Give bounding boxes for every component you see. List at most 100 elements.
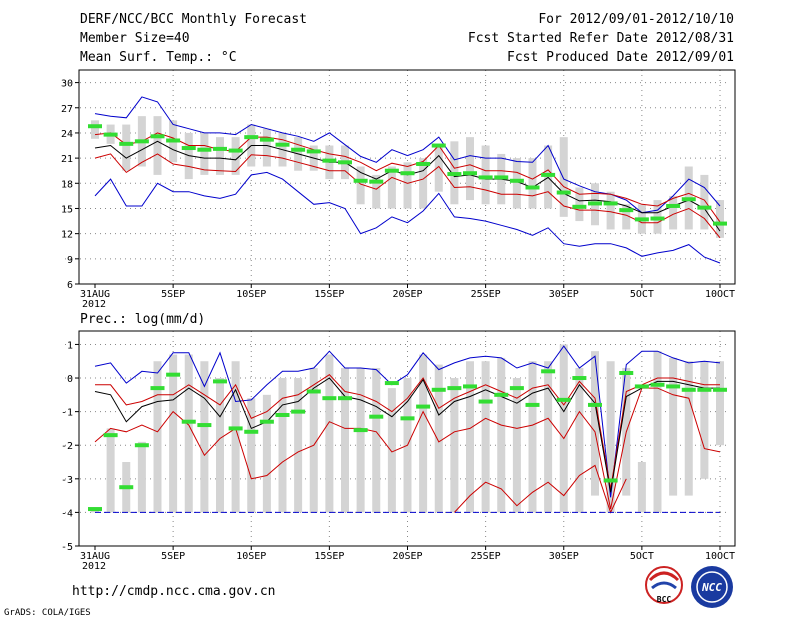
x-tick-label: 31AUG: [80, 289, 110, 300]
ensemble-box: [653, 351, 662, 513]
header-member-size: Member Size=40: [80, 31, 190, 46]
inner-low-line: [94, 387, 721, 510]
bcc-logo-text: BCC: [657, 595, 672, 604]
footer-url[interactable]: http://cmdp.ncc.cma.gov.cn: [72, 584, 276, 599]
ensemble-box: [247, 398, 256, 513]
header-title: DERF/NCC/BCC Monthly Forecast: [80, 12, 307, 27]
ensemble-box: [419, 158, 428, 209]
median-marker: [650, 382, 665, 387]
median-marker: [447, 172, 462, 177]
median-marker: [88, 507, 102, 512]
median-marker: [619, 208, 634, 213]
ensemble-box: [216, 378, 224, 513]
x-tick-label: 10SEP: [236, 551, 266, 562]
ensemble-box: [575, 187, 584, 222]
median-marker: [384, 168, 399, 173]
ensemble-box: [528, 158, 537, 209]
median-marker: [306, 149, 321, 154]
x-tick-label: 5OCT: [630, 289, 654, 300]
median-marker: [541, 172, 556, 177]
median-marker: [400, 416, 415, 421]
x-tick-label: 5OCT: [630, 551, 654, 562]
ensemble-box: [231, 137, 240, 175]
x-tick-label: 10OCT: [705, 289, 735, 300]
ensemble-box: [512, 378, 521, 513]
y-tick-label: 18: [61, 179, 73, 190]
median-marker: [509, 178, 524, 183]
y-tick-label: -3: [61, 475, 73, 486]
y-tick-label: -2: [61, 441, 73, 452]
ensemble-box: [700, 174, 709, 230]
median-marker: [431, 387, 446, 392]
y-tick-label: 1: [67, 340, 73, 351]
median-marker: [119, 141, 134, 146]
median-marker: [666, 384, 681, 389]
median-marker: [447, 386, 462, 391]
median-marker: [556, 190, 571, 195]
ensemble-box: [137, 441, 146, 513]
x-tick-label: 20SEP: [392, 551, 422, 562]
median-marker: [244, 135, 259, 140]
ensemble-box: [153, 361, 162, 513]
median-marker: [150, 386, 165, 391]
y-tick-label: -1: [61, 408, 73, 419]
ensemble-box: [591, 351, 599, 496]
median-marker: [400, 171, 415, 176]
footer-grads-credit: GrADS: COLA/IGES: [4, 608, 91, 618]
ensemble-box: [387, 388, 396, 513]
precip-chart-label: Prec.: log(mm/d): [80, 312, 205, 327]
ensemble-box: [122, 124, 131, 171]
median-marker: [369, 414, 384, 419]
ncc-logo: NCC: [691, 566, 733, 608]
inner-low-deep-line: [454, 464, 627, 514]
y-tick-label: 6: [67, 280, 73, 291]
ensemble-box: [91, 120, 99, 139]
median-marker: [228, 148, 243, 153]
ensemble-box: [262, 128, 271, 167]
ensemble-box: [466, 137, 474, 201]
median-marker: [259, 137, 274, 142]
ensemble-box: [231, 361, 240, 513]
ensemble-box: [528, 361, 537, 513]
ensemble-box: [700, 361, 709, 479]
y-tick-label: -4: [61, 508, 73, 519]
median-marker: [384, 381, 399, 386]
median-marker: [634, 384, 649, 389]
ensemble-box: [262, 394, 271, 513]
median-marker: [322, 158, 337, 163]
ensemble-box: [512, 158, 521, 209]
x-tick-label: 15SEP: [314, 289, 344, 300]
ensemble-box: [544, 361, 553, 513]
y-tick-label: 15: [61, 204, 73, 215]
median-marker: [166, 138, 181, 143]
median-marker: [525, 185, 540, 190]
ensemble-box: [716, 361, 724, 446]
ensemble-box: [481, 361, 490, 513]
x-tick-label: 30SEP: [549, 551, 579, 562]
ensemble-box: [278, 378, 287, 513]
median-marker: [478, 175, 493, 180]
precipitation-chart: -5 -4 -3 -2 -1 0 1 31AUG 5SEP 10SEP 15SEP 20SEP 25SE…: [61, 330, 736, 572]
y-tick-label: 24: [61, 129, 73, 140]
ensemble-box: [434, 364, 443, 513]
ensemble-box: [606, 191, 615, 230]
ensemble-box: [341, 367, 349, 513]
median-marker: [150, 134, 165, 139]
ensemble-box: [403, 162, 412, 209]
ensemble-box: [606, 361, 615, 513]
ncc-logo-ring: [696, 571, 728, 603]
median-marker: [525, 402, 540, 407]
ncc-logo-text: NCC: [701, 581, 722, 594]
median-marker: [213, 379, 227, 384]
ensemble-box: [169, 354, 178, 513]
header-produced-date: Fcst Produced Date 2012/09/01: [507, 50, 734, 65]
median-marker: [572, 204, 587, 209]
median-marker: [353, 428, 368, 433]
outer-high-line: [94, 345, 721, 498]
ensemble-box: [372, 367, 381, 513]
ensemble-box: [450, 378, 459, 513]
median-marker: [681, 197, 696, 202]
ensemble-box: [106, 428, 115, 513]
ensemble-box: [309, 367, 318, 513]
